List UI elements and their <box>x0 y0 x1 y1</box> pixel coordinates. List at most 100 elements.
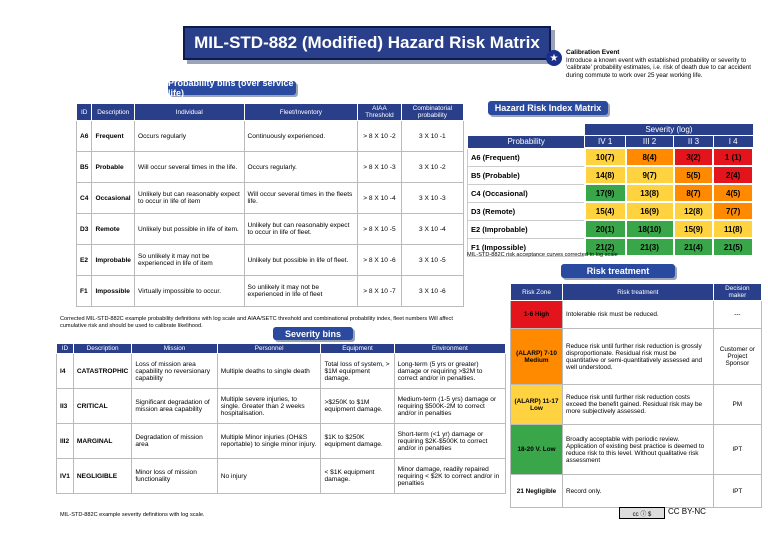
table-cell: > 8 X 10 -5 <box>357 213 402 245</box>
risk-cell: 5(5) <box>672 165 715 185</box>
hri-footnote: MIL-STD-882C risk acceptance curves corr… <box>467 252 618 258</box>
table-row: II3 CRITICAL Significant degradation of mi… <box>56 388 507 424</box>
row-label: F1 (Impossible) <box>466 237 586 257</box>
risk-cell: 21(5) <box>712 237 754 257</box>
corner-cell <box>467 123 585 136</box>
row-label: E2 (Improbable) <box>466 219 586 239</box>
treatment: Reduce risk until further risk reduction… <box>562 328 714 385</box>
risk-cell: 4(5) <box>712 183 754 203</box>
risk-cell: 18(10) <box>624 219 675 239</box>
table-cell: Multiple Minor injuries (OH&S reportable… <box>216 423 322 459</box>
risk-treatment-heading: Risk treatment <box>561 264 675 278</box>
table-row: C4 Occasional Unlikely but can reasonably … <box>75 182 465 214</box>
risk-cell: 21(3) <box>624 237 675 257</box>
decision-maker: --- <box>712 300 763 329</box>
risk-cell: 8(4) <box>624 147 675 167</box>
table-cell: Degradation of mission area <box>131 423 218 459</box>
table-cell: So unlikely it may not be experienced in… <box>133 244 245 276</box>
hri-heading: Hazard Risk Index Matrix <box>488 101 608 115</box>
table-cell: Will occur several times in the fleets l… <box>243 182 359 214</box>
risk-zone: 1-6 High <box>510 300 563 329</box>
risk-cell: 13(8) <box>624 183 675 203</box>
table-cell: 3 X 10 -1 <box>400 120 465 152</box>
table-cell: Multiple deaths to single death <box>216 353 322 389</box>
risk-zone: 18-20 V. Low <box>510 424 563 475</box>
column-header: Risk treatment <box>562 283 714 301</box>
table-cell: Significant degradation of mission area … <box>131 388 218 424</box>
risk-cell: 7(7) <box>712 201 754 221</box>
table-cell: So unlikely it may not be experienced in… <box>243 275 359 307</box>
table-cell: Minor damage, readily repaired requiring… <box>393 458 507 494</box>
row-label: A6 (Frequent) <box>466 147 586 167</box>
table-cell: 3 X 10 -2 <box>400 151 465 183</box>
table-cell: Frequent <box>91 120 135 152</box>
row-label: C4 (Occasional) <box>466 183 586 203</box>
column-header: Mission <box>131 343 218 354</box>
risk-zone: (ALARP) 7-10 Medium <box>510 328 563 385</box>
probability-table: ID Description Individual Fleet/Inventory AI… <box>75 103 465 307</box>
table-cell: Improbable <box>91 244 135 276</box>
calibration-note: Calibration Event Introduce a known event… <box>566 49 751 79</box>
risk-cell: 21(4) <box>672 237 715 257</box>
table-cell: MARGINAL <box>72 423 133 459</box>
column-header: Combinatorial probability <box>400 103 465 121</box>
column-header: III 2 <box>624 135 675 149</box>
column-header: IV 1 <box>584 135 626 149</box>
probability-footnote: Corrected MIL-STD-882C example probabili… <box>60 316 453 329</box>
table-row: 1-6 High Intolerable risk must be reduced… <box>510 300 763 329</box>
matrix-row: D3 (Remote) 15(4) 16(9) 12(8) 7(7) <box>466 201 754 221</box>
table-cell: 3 X 10 -3 <box>400 182 465 214</box>
table-cell: > 8 X 10 -4 <box>357 182 402 214</box>
page-title: MIL-STD-882 (Modified) Hazard Risk Matri… <box>183 26 551 60</box>
table-cell: Probable <box>91 151 135 183</box>
severity-label: Severity (log) <box>584 123 754 136</box>
table-row: III2 MARGINAL Degradation of mission area M… <box>56 423 507 459</box>
matrix-row: A6 (Frequent) 10(7) 8(4) 3(2) 1 (1) <box>466 147 754 167</box>
table-row: I4 CATASTROPHIC Loss of mission area capab… <box>56 353 507 389</box>
table-cell: 3 X 10 -5 <box>400 244 465 276</box>
decision-maker: PM <box>712 384 763 425</box>
risk-cell: 20(1) <box>583 219 627 239</box>
table-cell: Remote <box>91 213 135 245</box>
table-cell: D3 <box>75 213 93 245</box>
matrix-row: F1 (Impossible) 21(2) 21(3) 21(4) 21(5) <box>466 237 754 257</box>
column-header: ID <box>75 103 93 121</box>
risk-cell: 12(8) <box>672 201 715 221</box>
severity-footnote: MIL-STD-882C example severity definition… <box>60 512 205 518</box>
column-header: Equipment <box>320 343 395 354</box>
column-header: I 4 <box>712 135 754 149</box>
row-label: B5 (Probable) <box>466 165 586 185</box>
treatment: Intolerable risk must be reduced. <box>562 300 714 329</box>
star-icon: ★ <box>546 50 562 66</box>
column-header: II 3 <box>673 135 714 149</box>
risk-cell: 8(7) <box>672 183 715 203</box>
table-cell: Occasional <box>91 182 135 214</box>
severity-bins-heading: Severity bins <box>273 327 353 340</box>
risk-cell: 14(8) <box>583 165 627 185</box>
probability-label: Probability <box>466 135 586 149</box>
table-cell: > 8 X 10 -3 <box>357 151 402 183</box>
table-cell: Unlikely but possible in life of fleet. <box>243 244 359 276</box>
table-cell: III2 <box>56 423 74 459</box>
column-header: Decision maker <box>712 283 763 301</box>
table-cell: Minor loss of mission functionality <box>131 458 218 494</box>
table-cell: B5 <box>75 151 93 183</box>
table-cell: > 8 X 10 -6 <box>357 244 402 276</box>
table-row: B5 Probable Will occur several times in th… <box>75 151 465 183</box>
risk-cell: 2(4) <box>712 165 754 185</box>
table-cell: Medium-term (1-5 yrs) damage or requirin… <box>393 388 507 424</box>
treatment: Record only. <box>562 474 714 508</box>
table-cell: Unlikely but can reasonably expect to oc… <box>243 213 359 245</box>
table-row: IV1 NEGLIGIBLE Minor loss of mission funct… <box>56 458 507 494</box>
table-cell: Unlikely but can reasonably expect to oc… <box>133 182 245 214</box>
column-header: Fleet/Inventory <box>243 103 359 121</box>
table-cell: NEGLIGIBLE <box>72 458 133 494</box>
risk-cell: 15(4) <box>583 201 627 221</box>
probability-bins-heading: Probability bins (over service life) <box>168 78 296 98</box>
table-row: D3 Remote Unlikely but possible in life of… <box>75 213 465 245</box>
column-header: ID <box>56 343 74 354</box>
decision-maker: Customer or Project Sponsor <box>712 328 763 385</box>
risk-cell: 15(9) <box>672 219 715 239</box>
table-cell: > 8 X 10 -7 <box>357 275 402 307</box>
